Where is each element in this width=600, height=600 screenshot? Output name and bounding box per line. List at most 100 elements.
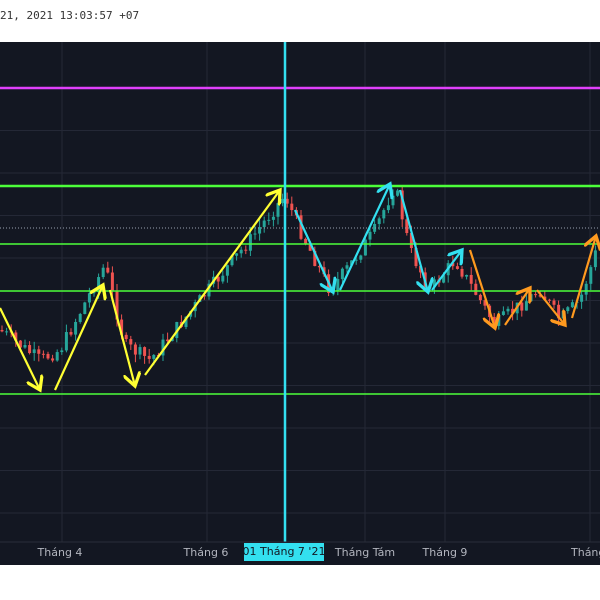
candle-body	[299, 215, 303, 239]
candle-body	[37, 349, 41, 354]
arrow	[294, 209, 333, 292]
candle-body	[409, 232, 413, 249]
levels	[0, 42, 600, 542]
candle-body	[262, 220, 266, 228]
candle-body	[46, 353, 50, 359]
candle-body	[152, 355, 156, 359]
candle-body	[478, 294, 482, 301]
candle-body	[340, 268, 344, 280]
candle-body	[354, 259, 358, 261]
candle-body	[511, 308, 515, 314]
candle-body	[483, 300, 487, 306]
candle-body	[405, 219, 409, 233]
candle-body	[133, 344, 137, 355]
candle-body	[506, 308, 510, 312]
candle-body	[207, 283, 211, 297]
candle-body	[474, 283, 478, 295]
candle-body	[41, 353, 45, 355]
time-label: Tháng 4	[37, 546, 83, 559]
candle-body	[258, 227, 262, 234]
candle-body	[14, 332, 18, 341]
candle-body	[561, 311, 565, 319]
candle-body	[225, 265, 229, 276]
candle-body	[74, 321, 78, 335]
candle-body	[87, 293, 91, 303]
candle-body	[396, 190, 400, 196]
candle-body	[442, 275, 446, 283]
candle-body	[184, 316, 188, 327]
candle-body	[202, 295, 206, 297]
candle-body	[138, 347, 142, 355]
crosshair-label-box	[244, 543, 324, 561]
candle-body	[51, 358, 55, 361]
candle-body	[373, 223, 377, 232]
candle-body	[313, 250, 317, 267]
candle-body	[281, 198, 285, 204]
candle-body	[110, 272, 114, 292]
candle-body	[120, 319, 124, 335]
candle-body	[290, 203, 294, 211]
time-label: Tháng 9	[422, 546, 468, 559]
arrow	[398, 189, 428, 292]
candle-body	[23, 345, 27, 348]
candle-body	[317, 266, 321, 268]
candle-body	[419, 266, 423, 273]
candle-body	[400, 190, 404, 220]
time-axis: 01 Tháng 7 '21 Tháng 4 Tháng 6 Tháng Tám Th…	[37, 543, 600, 561]
candle-body	[460, 268, 464, 277]
candle-body	[106, 267, 110, 273]
candle-body	[129, 339, 133, 345]
time-label: Tháng Tám	[334, 546, 395, 559]
arrow	[144, 190, 280, 376]
arrow	[468, 249, 495, 328]
candle-body	[267, 219, 271, 221]
candle-body	[60, 350, 64, 353]
time-label: Tháng 6	[183, 546, 229, 559]
candle-body	[363, 239, 367, 256]
candle-body	[350, 260, 354, 266]
candle-body	[143, 347, 147, 356]
candle-body	[382, 210, 386, 219]
candle-body	[336, 279, 340, 291]
candle-body	[524, 301, 528, 311]
candle-body	[593, 250, 597, 268]
candle-body	[92, 292, 96, 294]
candle-body	[465, 274, 469, 277]
candle-body	[101, 267, 105, 278]
candle-body	[69, 332, 73, 335]
candle-body	[83, 302, 87, 314]
arrow	[53, 285, 103, 391]
candle-body	[308, 243, 312, 251]
candle-body	[414, 248, 418, 267]
candle-body	[244, 249, 248, 251]
candle-body	[216, 276, 220, 282]
candle-body	[359, 255, 363, 260]
candle-body	[5, 331, 9, 333]
candle-body	[566, 307, 570, 312]
arrow	[339, 184, 390, 291]
candle-body	[230, 255, 234, 266]
candle-body	[570, 302, 574, 308]
candle-body	[0, 330, 4, 332]
candle-body	[368, 231, 372, 240]
arrow	[108, 289, 135, 386]
candle-body	[589, 267, 593, 284]
candle-body	[391, 195, 395, 206]
candle-body	[32, 349, 36, 354]
top-bar	[0, 0, 600, 42]
candle-body	[455, 266, 459, 269]
candle-body	[115, 291, 119, 320]
candle-body	[239, 249, 243, 254]
candle-body	[166, 339, 170, 342]
candle-body	[529, 294, 533, 302]
candle-body	[271, 216, 275, 220]
candle-body	[18, 340, 22, 348]
plot-area	[0, 42, 600, 565]
candle-body	[547, 299, 551, 301]
candle-body	[377, 218, 381, 224]
candle-body	[161, 339, 165, 356]
candle-body	[253, 233, 257, 235]
candle-body	[221, 275, 225, 282]
time-label: Tháng	[570, 546, 600, 559]
